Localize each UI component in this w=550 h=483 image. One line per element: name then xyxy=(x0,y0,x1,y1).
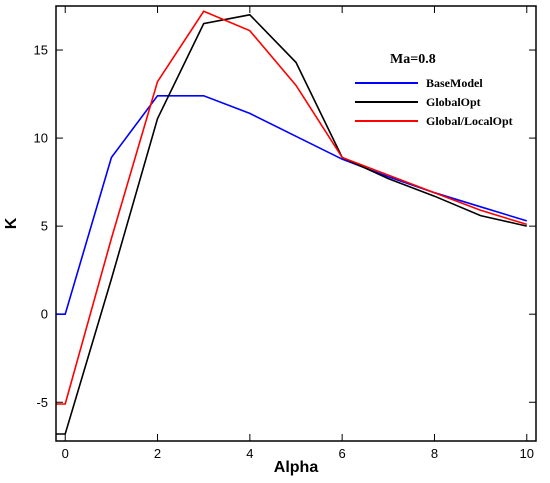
x-tick-label: 6 xyxy=(339,446,346,461)
series-line-3 xyxy=(56,10,528,405)
x-tick-label: 2 xyxy=(154,446,161,461)
plot-frame xyxy=(55,5,537,442)
x-tick-label: 10 xyxy=(520,446,534,461)
x-axis-title: Alpha xyxy=(274,459,319,476)
x-tick-label: 8 xyxy=(431,446,438,461)
series-line-2 xyxy=(56,13,527,435)
x-tick-label: 0 xyxy=(62,446,69,461)
y-tick-label: -5 xyxy=(36,395,48,410)
ticks-layer: 0 2 4 6 8 10 -5 0 5 10 15 xyxy=(34,6,536,461)
y-tick-label: 10 xyxy=(34,131,48,146)
legend-label-2: GlobalOpt xyxy=(426,95,481,109)
y-tick-label: 5 xyxy=(41,219,48,234)
y-tick-label: 15 xyxy=(34,43,48,58)
x-tick-label: 4 xyxy=(246,446,253,461)
legend: Ma=0.8 BaseModel GlobalOpt Global/LocalOpt xyxy=(355,52,513,128)
legend-label-1: BaseModel xyxy=(426,76,483,90)
legend-label-3: Global/LocalOpt xyxy=(426,114,513,128)
legend-title: Ma=0.8 xyxy=(390,52,436,67)
series-layer xyxy=(56,10,528,435)
y-tick-label: 0 xyxy=(41,307,48,322)
legend-items: BaseModel GlobalOpt Global/LocalOpt xyxy=(355,76,513,128)
y-axis-title: K xyxy=(3,217,20,229)
